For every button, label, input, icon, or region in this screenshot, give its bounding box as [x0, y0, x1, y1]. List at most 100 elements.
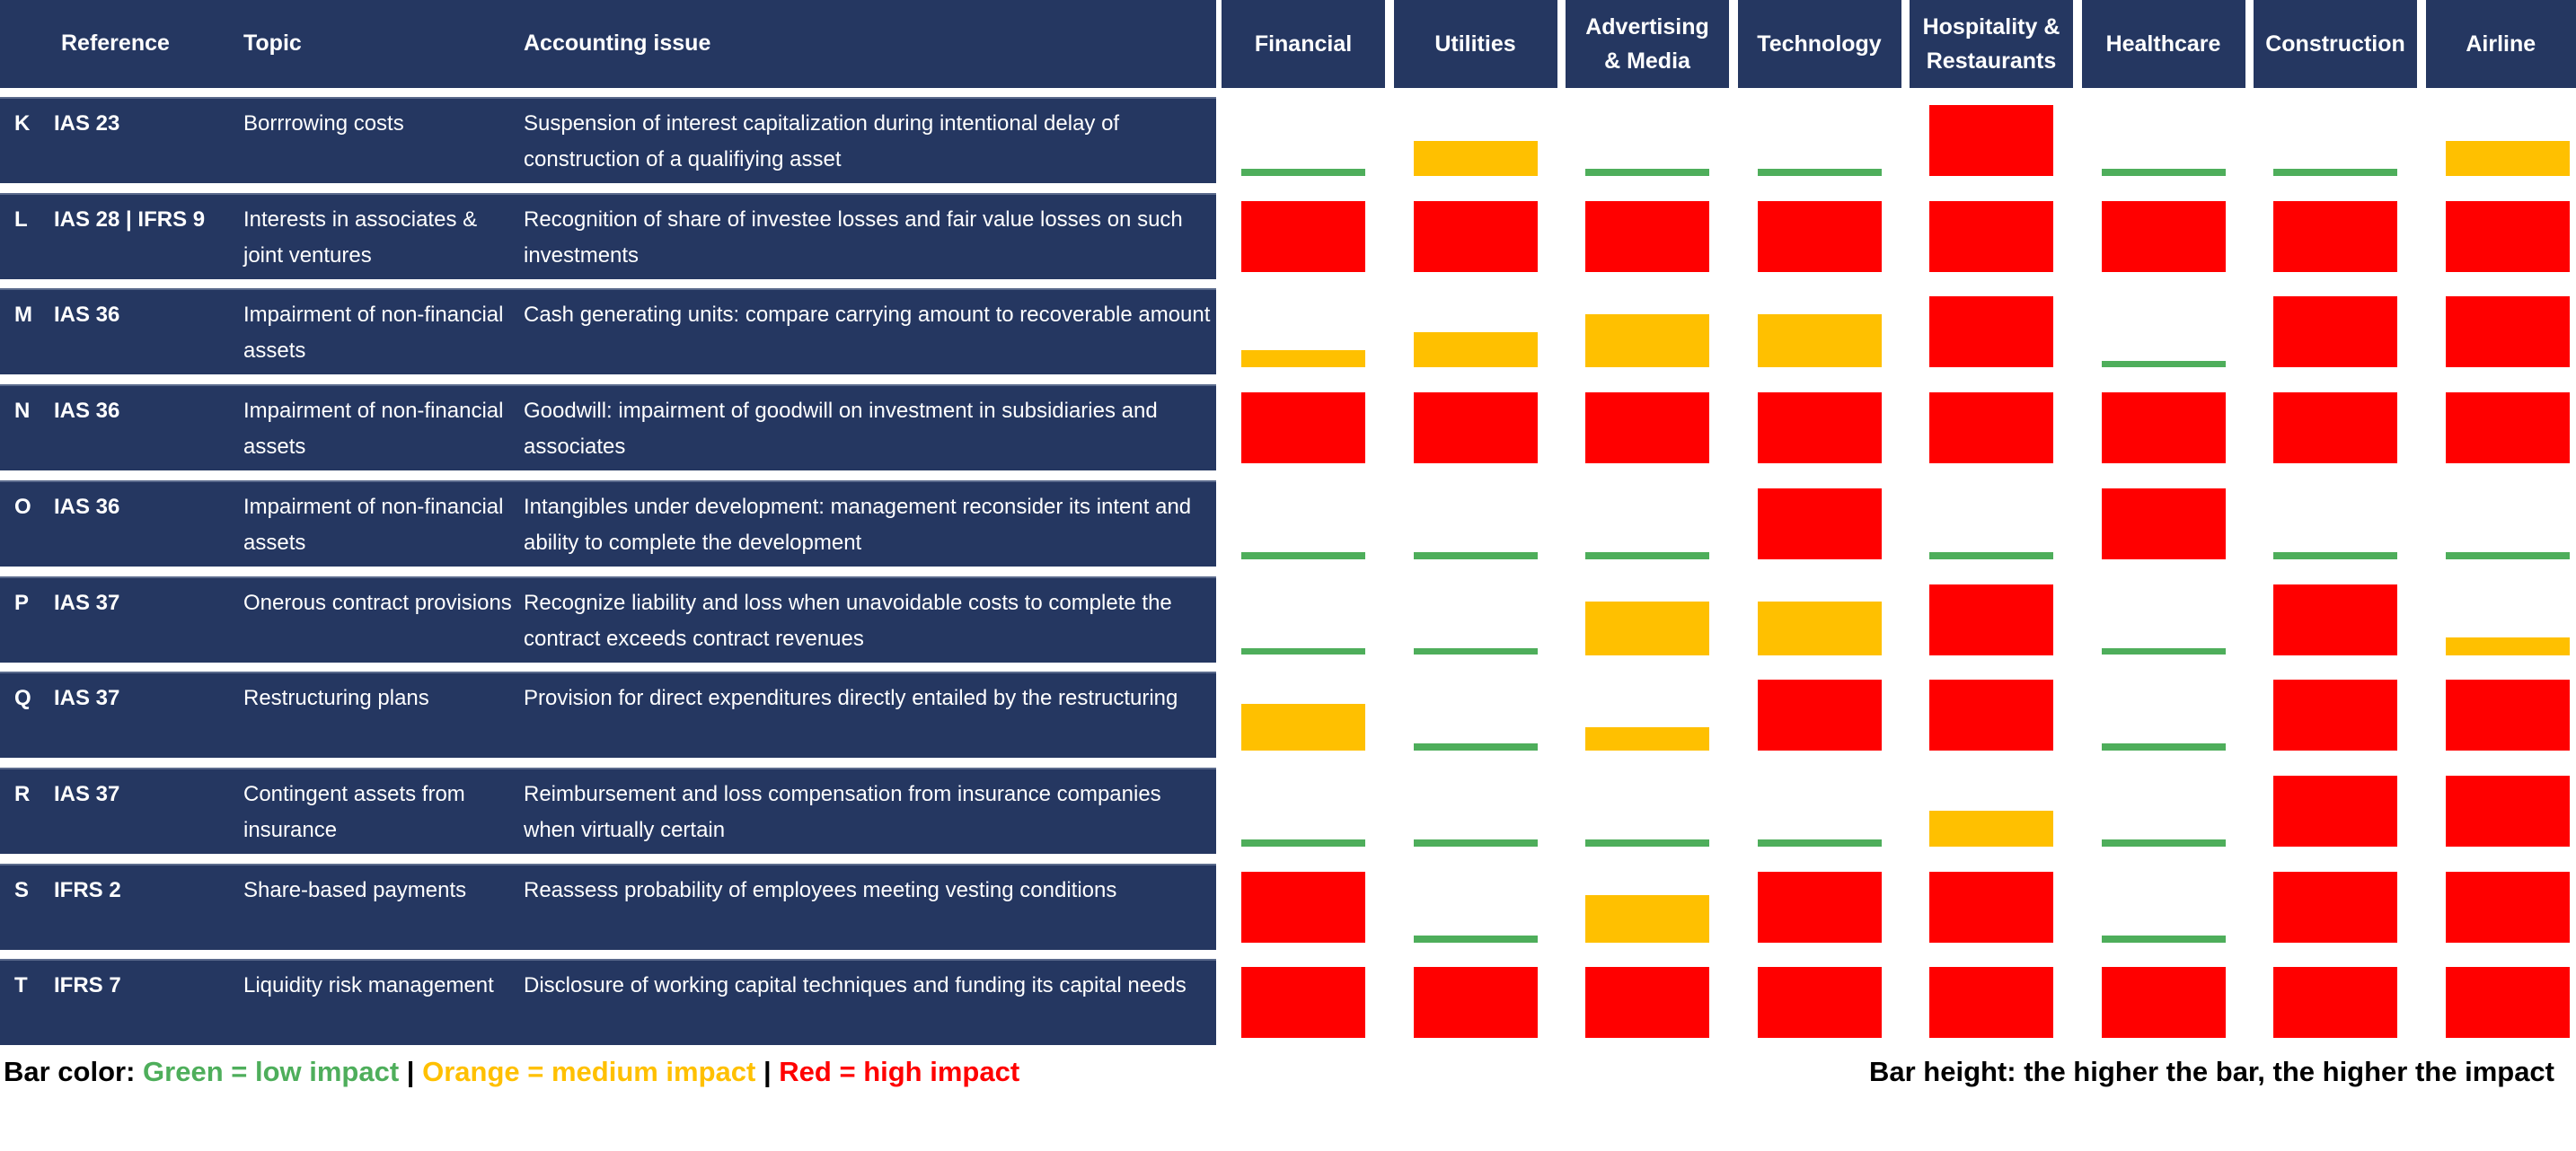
impact-bar-o-2-low — [1585, 551, 1709, 559]
column-header-label: Advertising — [1585, 14, 1709, 40]
row-accounting-issue: Disclosure of working capital techniques… — [524, 973, 1187, 998]
column-header-label: Technology — [1757, 31, 1882, 57]
column-header-label: Airline — [2466, 31, 2536, 57]
impact-bar-n-4-high — [1929, 392, 2053, 464]
impact-bar-l-2-high — [1585, 200, 1709, 272]
row-reference: IFRS 7 — [54, 973, 121, 998]
impact-bar-n-7-high — [2445, 392, 2570, 464]
impact-bar-s-1-low — [1413, 935, 1538, 943]
table-row: M IAS 36 Impairment of non-financial asset… — [0, 288, 1216, 375]
column-header: Airline — [2425, 0, 2576, 88]
row-topic: Share-based payments — [243, 877, 467, 902]
row-letter: M — [14, 303, 32, 328]
column-header: Financial — [1222, 0, 1385, 88]
impact-bar-s-7-high — [2445, 871, 2570, 943]
impact-bar-k-0-low — [1241, 169, 1365, 176]
impact-bar-p-6-high — [2273, 584, 2397, 655]
table-row: N IAS 36 Impairment of non-financial asset… — [0, 384, 1216, 471]
impact-bar-n-0-high — [1241, 392, 1365, 464]
impact-bar-l-0-high — [1241, 200, 1365, 272]
row-topic: Borrrowing costs — [243, 111, 404, 136]
row-reference: IAS 36 — [54, 494, 120, 519]
row-reference: IAS 37 — [54, 590, 120, 615]
impact-bar-s-2-medium — [1585, 895, 1709, 943]
impact-bar-m-1-medium — [1413, 331, 1538, 368]
impact-bar-p-2-medium — [1585, 602, 1709, 655]
impact-bar-k-3-low — [1757, 169, 1882, 176]
impact-bar-o-1-low — [1413, 551, 1538, 559]
column-header-label: Restaurants — [1926, 48, 2057, 74]
impact-bar-r-7-high — [2445, 775, 2570, 847]
header-reference: Reference — [61, 31, 170, 56]
impact-bar-r-6-high — [2273, 775, 2397, 847]
row-reference: IFRS 2 — [54, 877, 121, 902]
table-row: P IAS 37 Onerous contract provisions Recogn… — [0, 576, 1216, 663]
column-header-label: & Media — [1604, 48, 1690, 74]
impact-bar-m-4-high — [1929, 296, 2053, 368]
impact-bar-p-3-medium — [1757, 602, 1882, 655]
column-header: Construction — [2254, 0, 2417, 88]
row-letter: O — [14, 494, 31, 519]
row-letter: Q — [14, 686, 31, 711]
impact-bar-l-4-high — [1929, 200, 2053, 272]
legend-color-label: Bar color: — [4, 1056, 136, 1087]
row-accounting-issue: Provision for direct expenditures direct… — [524, 686, 1178, 711]
impact-bar-s-4-high — [1929, 871, 2053, 943]
row-letter: T — [14, 973, 28, 998]
row-reference: IAS 37 — [54, 686, 120, 711]
row-accounting-issue: Intangibles under development: managemen… — [524, 494, 1192, 555]
row-topic: Restructuring plans — [243, 686, 429, 711]
impact-bar-o-7-low — [2445, 551, 2570, 559]
table-row: S IFRS 2 Share-based payments Reassess prob… — [0, 863, 1216, 950]
row-accounting-issue: Reassess probability of employees meetin… — [524, 877, 1117, 902]
column-header-label: Hospitality & — [1922, 14, 2060, 40]
row-reference: IAS 28 | IFRS 9 — [54, 206, 206, 232]
table-row: L IAS 28 | IFRS 9 Interests in associates … — [0, 192, 1216, 279]
column-header-label: Utilities — [1434, 31, 1516, 57]
table-row: Q IAS 37 Restructuring plans Provision for … — [0, 672, 1216, 759]
column-header-label: Construction — [2265, 31, 2405, 57]
impact-bar-k-4-high — [1929, 105, 2053, 176]
row-topic: Contingent assets from insurance — [243, 781, 465, 842]
impact-bar-k-2-low — [1585, 169, 1709, 176]
legend-medium: Orange = medium impact — [422, 1056, 756, 1087]
table-row: K IAS 23 Borrrowing costs Suspension of int… — [0, 97, 1216, 183]
column-header: Healthcare — [2081, 0, 2245, 88]
impact-bar-s-3-high — [1757, 871, 1882, 943]
row-accounting-issue: Recognize liability and loss when unavoi… — [524, 590, 1172, 651]
impact-bar-k-7-medium — [2445, 140, 2570, 176]
impact-bar-m-0-medium — [1241, 349, 1365, 368]
row-letter: N — [14, 399, 31, 424]
impact-bar-t-7-high — [2445, 967, 2570, 1039]
impact-bar-q-4-high — [1929, 680, 2053, 751]
row-reference: IAS 37 — [54, 781, 120, 806]
impact-bar-q-5-low — [2101, 743, 2226, 751]
impact-bar-l-7-high — [2445, 200, 2570, 272]
legend-separator: | — [406, 1056, 415, 1087]
impact-bar-s-0-high — [1241, 871, 1365, 943]
header-accounting-issue: Accounting issue — [524, 31, 711, 56]
impact-bar-o-3-high — [1757, 488, 1882, 559]
row-accounting-issue: Goodwill: impairment of goodwill on inve… — [524, 399, 1158, 460]
impact-bar-n-6-high — [2273, 392, 2397, 464]
column-header-label: Financial — [1254, 31, 1353, 57]
table-header: Reference Topic Accounting issue — [0, 0, 1216, 88]
impact-bar-k-1-medium — [1413, 140, 1538, 176]
row-topic: Onerous contract provisions — [243, 590, 512, 615]
impact-bar-k-5-low — [2101, 169, 2226, 176]
table-row: O IAS 36 Impairment of non-financial asset… — [0, 479, 1216, 567]
impact-bar-m-2-medium — [1585, 314, 1709, 368]
header-topic: Topic — [243, 31, 302, 56]
impact-bar-m-3-medium — [1757, 314, 1882, 368]
impact-bar-t-4-high — [1929, 967, 2053, 1039]
impact-bar-t-1-high — [1413, 967, 1538, 1039]
legend-low: Green = low impact — [143, 1056, 400, 1087]
impact-bar-o-0-low — [1241, 551, 1365, 559]
row-topic: Impairment of non-financial assets — [243, 399, 504, 460]
impact-bar-r-2-low — [1585, 839, 1709, 847]
impact-bar-k-6-low — [2273, 169, 2397, 176]
impact-bar-p-1-low — [1413, 647, 1538, 655]
impact-bar-n-2-high — [1585, 392, 1709, 464]
row-letter: R — [14, 781, 31, 806]
row-letter: S — [14, 877, 30, 902]
